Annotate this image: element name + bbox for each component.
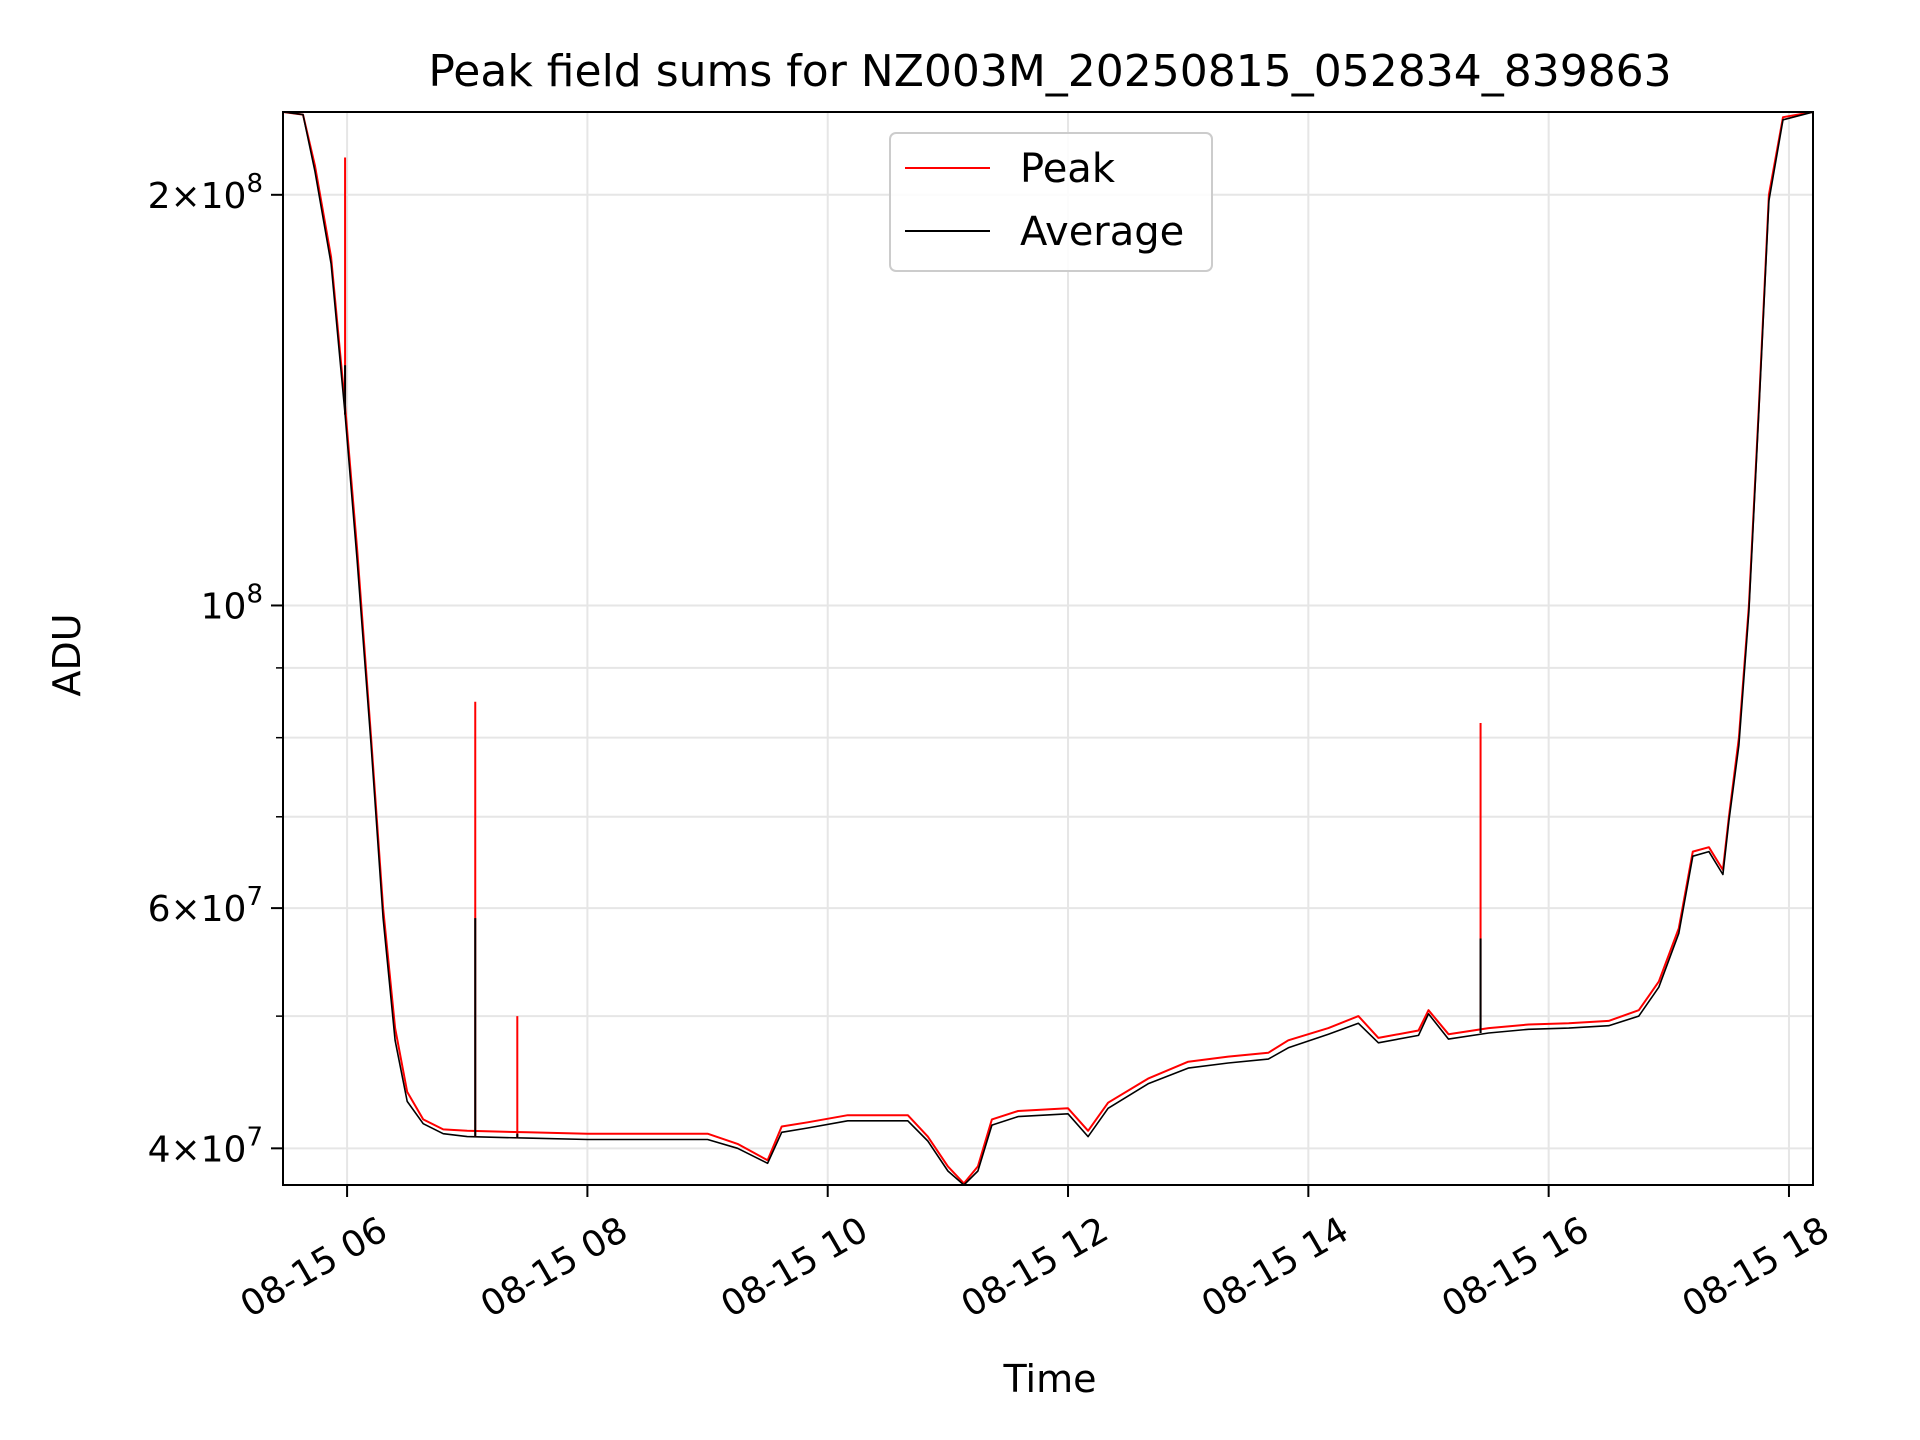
y-tick-label: 4×107 [148,1122,263,1170]
y-tick-label: 6×107 [148,882,263,930]
legend-label-average: Average [1020,209,1184,255]
y-tick-label: 108 [201,579,263,627]
chart-title: Peak field sums for NZ003M_20250815_0528… [428,46,1671,97]
plot-frame [282,111,1814,1186]
legend: Peak Average [889,132,1213,272]
legend-label-peak: Peak [1020,146,1116,192]
series-group [283,112,1813,1185]
y-axis-title: ADU [45,613,89,696]
series-layer [283,112,1813,1185]
series-line-average [283,112,1813,1185]
x-axis-title: Time [1003,1357,1097,1401]
series-line-peak [283,112,1813,1185]
y-tick-label: 2×108 [148,169,263,217]
